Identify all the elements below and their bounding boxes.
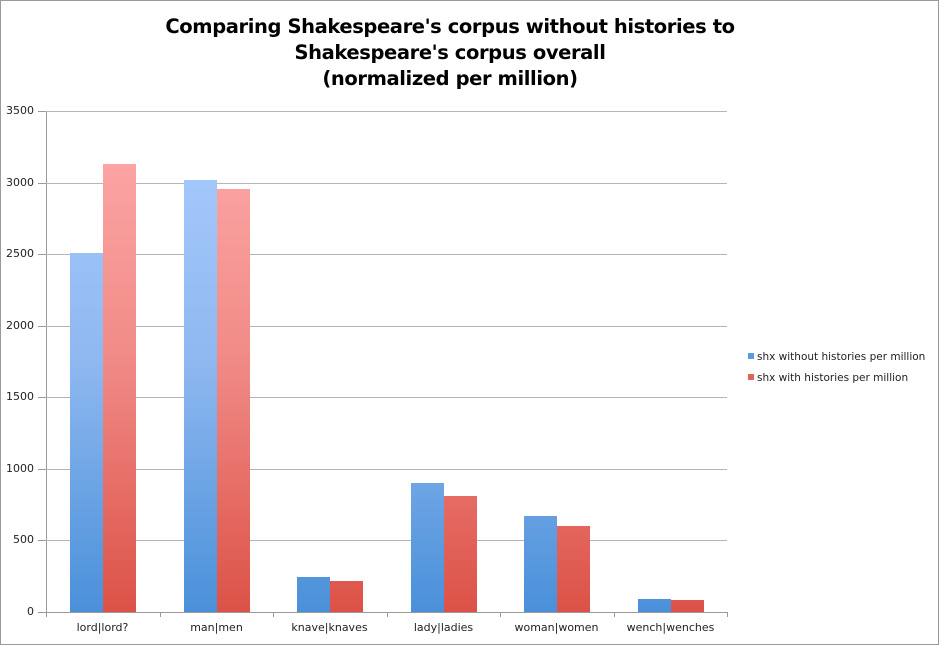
gridline <box>46 111 727 112</box>
gridline <box>46 254 727 255</box>
gridline <box>46 326 727 327</box>
legend-label: shx without histories per million <box>757 351 926 363</box>
bar-with-histories <box>103 164 136 612</box>
legend-item: shx with histories per million <box>748 371 925 392</box>
bar-without-histories <box>297 577 330 612</box>
x-tick <box>387 612 388 617</box>
gridline <box>46 183 727 184</box>
chart-title: Comparing Shakespeare's corpus without h… <box>150 14 750 92</box>
y-tick <box>38 254 46 255</box>
chart-title-line-2: Shakespeare's corpus overall <box>294 41 606 64</box>
x-tick <box>160 612 161 617</box>
y-tick-label: 2500 <box>6 247 34 260</box>
y-tick <box>38 540 46 541</box>
bar-with-histories <box>330 581 363 612</box>
y-tick-label: 3000 <box>6 176 34 189</box>
y-tick <box>38 111 46 112</box>
chart-title-line-3: (normalized per million) <box>322 67 578 90</box>
legend-swatch-icon <box>748 374 754 380</box>
x-tick-label: knave|knaves <box>291 621 368 634</box>
gridline <box>46 469 727 470</box>
bar-without-histories <box>524 516 557 612</box>
y-tick-label: 2000 <box>6 319 34 332</box>
y-tick <box>38 612 46 613</box>
y-tick <box>38 326 46 327</box>
x-tick <box>727 612 728 617</box>
x-tick <box>46 612 47 617</box>
x-tick-label: wench|wenches <box>626 621 715 634</box>
x-tick-label: woman|women <box>514 621 599 634</box>
bar-without-histories <box>70 253 103 612</box>
y-tick-label: 0 <box>27 605 34 618</box>
legend-item: shx without histories per million <box>748 350 925 371</box>
bar-with-histories <box>217 189 250 612</box>
bar-with-histories <box>557 526 590 612</box>
x-tick-label: lord|lord? <box>76 621 129 634</box>
x-axis <box>46 612 727 613</box>
x-tick-label: man|men <box>190 621 243 634</box>
y-tick-label: 1000 <box>6 462 34 475</box>
bar-without-histories <box>184 180 217 612</box>
gridline <box>46 540 727 541</box>
legend-swatch-icon <box>748 353 754 359</box>
bar-without-histories <box>411 483 444 612</box>
x-tick <box>614 612 615 617</box>
y-tick-label: 1500 <box>6 390 34 403</box>
gridline <box>46 397 727 398</box>
y-tick <box>38 469 46 470</box>
y-tick-label: 500 <box>13 533 34 546</box>
legend-label: shx with histories per million <box>757 372 909 384</box>
x-tick <box>273 612 274 617</box>
bar-without-histories <box>638 599 671 612</box>
legend: shx without histories per million shx wit… <box>748 350 925 392</box>
plot-area: 0 500 1000 1500 2000 2500 3000 3500 lord|lord? ma… <box>6 104 728 634</box>
y-tick-label: 3500 <box>6 104 34 117</box>
chart-title-line-1: Comparing Shakespeare's corpus without h… <box>165 15 735 38</box>
y-axis <box>46 111 47 612</box>
y-tick <box>38 183 46 184</box>
bar-with-histories <box>671 600 704 612</box>
x-tick-label: lady|ladies <box>413 621 474 634</box>
bar-with-histories <box>444 496 477 612</box>
x-tick <box>500 612 501 617</box>
y-tick <box>38 397 46 398</box>
